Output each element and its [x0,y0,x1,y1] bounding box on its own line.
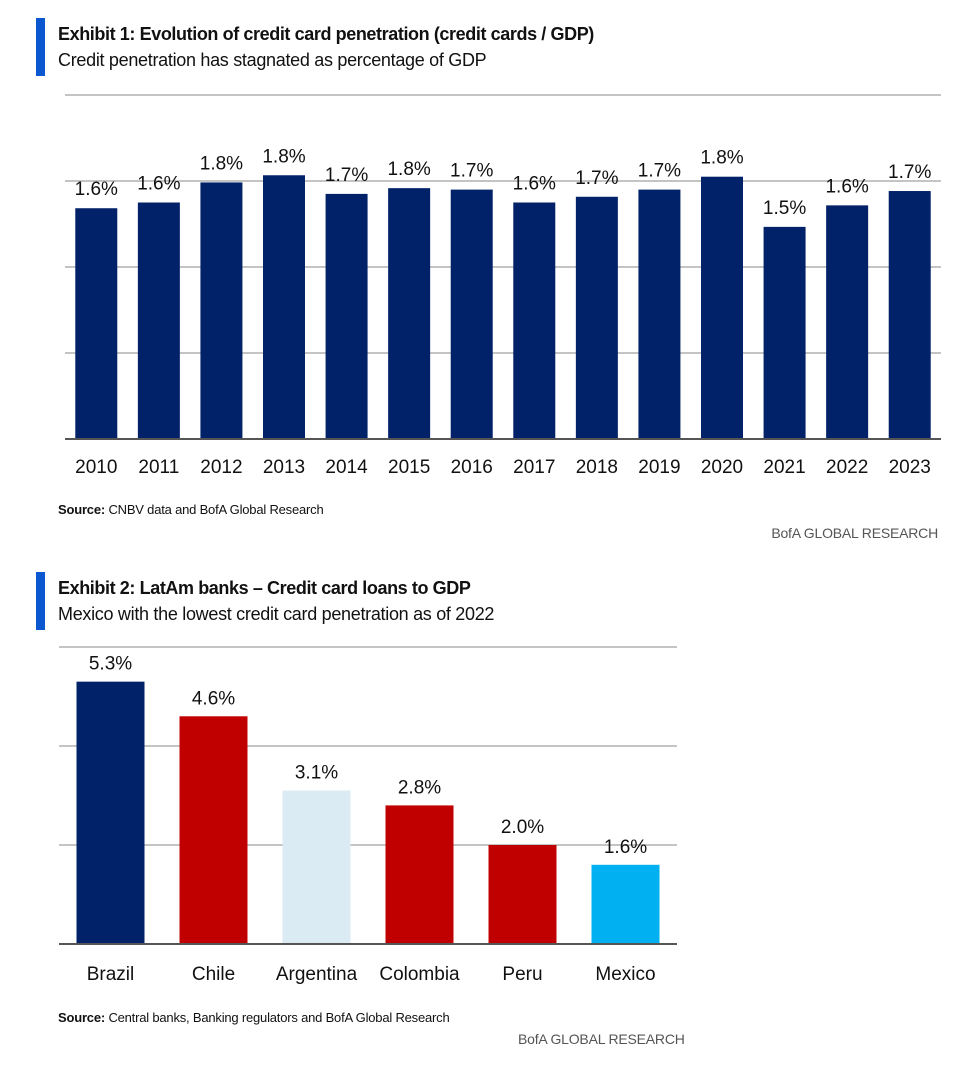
category-label: 2011 [138,457,179,478]
bar-2011 [137,202,180,439]
bar-2023 [888,191,931,439]
category-label: 2020 [701,457,743,478]
category-label: Chile [192,964,235,985]
category-label: Colombia [379,964,460,985]
exhibit-1-title: Exhibit 1: Evolution of credit card pene… [58,24,594,44]
bar-colombia [385,805,454,944]
exhibit-2-chart: 5.3% Brazil 4.6% Chile 3.1% Argentina 2.8% Colo… [59,646,677,985]
source-text: Central banks, Banking regulators and Bo… [108,1010,450,1025]
category-label: 2023 [889,457,931,478]
category-label: Peru [502,964,542,985]
category-label: 2021 [763,457,805,478]
data-label: 1.7% [325,165,368,186]
bar-2010 [75,208,118,439]
exhibit-1-accent-bar [36,18,45,76]
data-label: 1.6% [604,837,647,858]
source-label: Source: [58,502,106,517]
data-label: 1.8% [200,153,243,174]
bar-2019 [638,189,681,439]
category-label: Mexico [595,964,655,985]
category-label: 2014 [325,457,368,478]
bar-2021 [763,226,806,439]
bar-mexico [591,864,660,944]
data-label: 1.6% [75,179,118,200]
exhibit-2-subtitle: Mexico with the lowest credit card penet… [58,604,495,624]
data-label: 2.0% [501,817,544,838]
category-label: 2010 [75,457,117,478]
bar-2015 [388,188,431,439]
bar-2017 [513,202,556,439]
source-label: Source: [58,1010,106,1025]
exhibit-2-title: Exhibit 2: LatAm banks – Credit card loa… [58,578,471,598]
data-label: 1.7% [575,168,618,189]
bar-2018 [575,196,618,439]
category-label: 2013 [263,457,305,478]
bar-2013 [263,175,305,439]
exhibit-1-brand: BofA GLOBAL RESEARCH [771,525,938,541]
bar-2020 [701,176,743,439]
exhibit-2-source: Source: Central banks, Banking regulator… [58,1010,450,1025]
data-label: 1.8% [700,148,743,169]
category-label: 2016 [451,457,493,478]
category-label: 2017 [513,457,555,478]
bar-2022 [826,205,869,439]
data-label: 1.7% [638,161,681,182]
category-label: Argentina [276,964,358,985]
data-label: 1.6% [513,174,556,195]
data-label: 1.7% [888,162,931,183]
category-label: 2018 [576,457,618,478]
data-label: 1.6% [137,174,180,195]
category-label: 2019 [638,457,680,478]
exhibit-1-chart: 1.6% 2010 1.6% 2011 1.8% 2012 1.8% 2013 1.7% 2014… [65,94,941,478]
data-label: 2.8% [398,777,441,798]
data-label: 4.6% [192,688,235,709]
data-label: 1.7% [450,161,493,182]
category-label: Brazil [87,964,135,985]
bar-peru [488,845,557,944]
bar-2016 [450,189,493,439]
category-label: 2022 [826,457,868,478]
data-label: 5.3% [89,654,132,675]
bar-2012 [200,182,243,439]
bar-chile [179,716,248,944]
data-label: 1.8% [262,146,305,167]
data-label: 1.5% [763,198,806,219]
bar-brazil [76,681,145,944]
bar-argentina [282,790,351,944]
data-label: 3.1% [295,763,338,784]
exhibit-2-brand: BofA GLOBAL RESEARCH [518,1031,685,1047]
data-label: 1.6% [825,176,868,197]
data-label: 1.8% [387,159,430,180]
bar-2014 [325,193,368,439]
exhibit-1-source: Source: CNBV data and BofA Global Resear… [58,502,324,517]
exhibit-1-subtitle: Credit penetration has stagnated as perc… [58,50,487,70]
category-label: 2015 [388,457,430,478]
exhibit-2-accent-bar [36,572,45,630]
category-label: 2012 [200,457,242,478]
source-text: CNBV data and BofA Global Research [108,502,324,517]
